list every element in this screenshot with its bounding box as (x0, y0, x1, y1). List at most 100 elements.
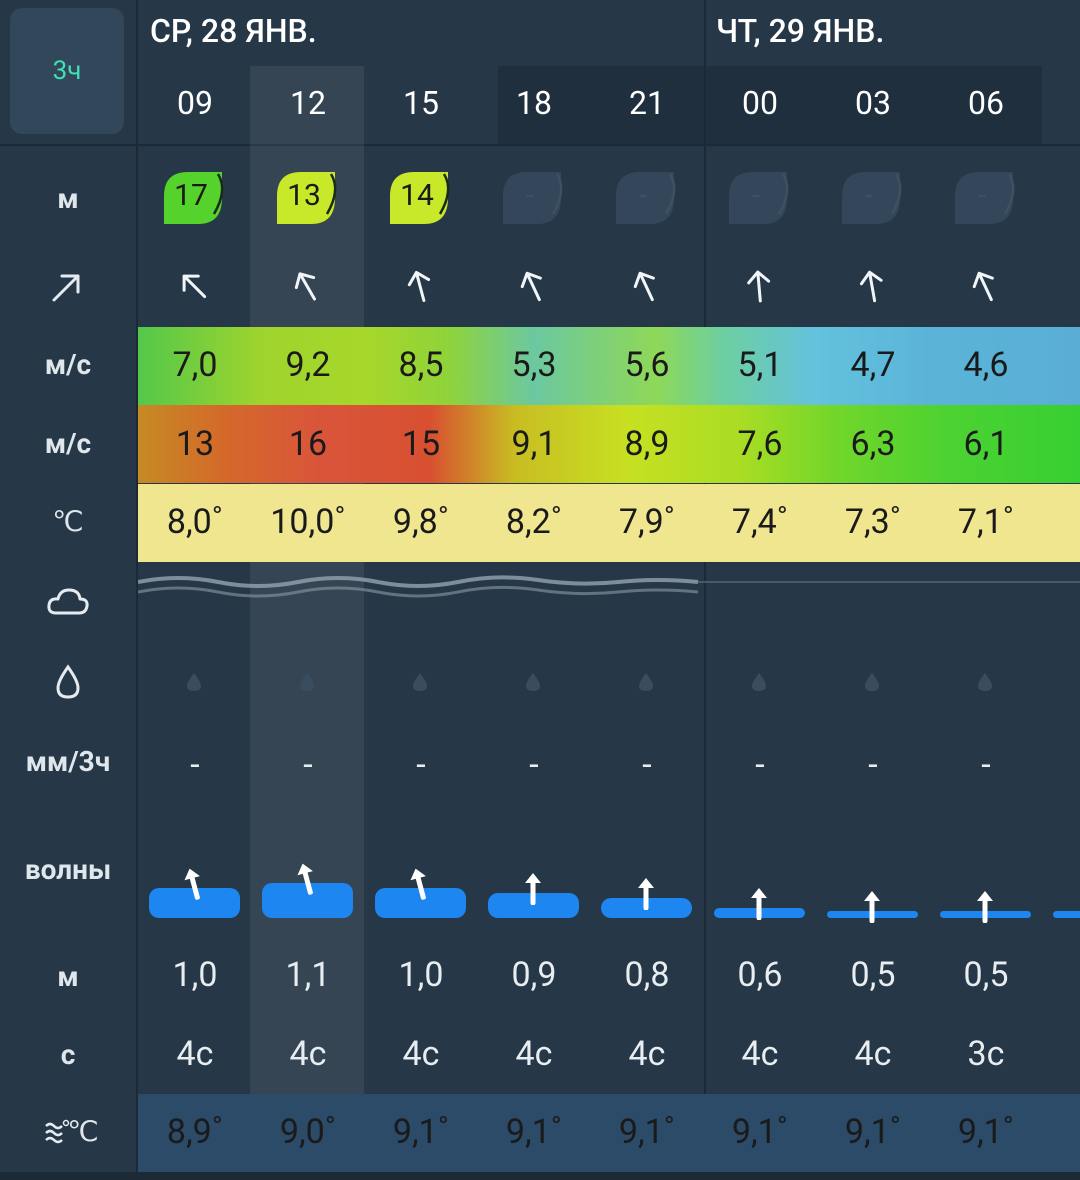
wave-height-value: 0,8 (624, 955, 670, 995)
hour-12[interactable]: 12 (290, 84, 326, 122)
wind-arrow-icon (169, 261, 220, 312)
sidebar-divider (136, 0, 138, 1180)
arrow-northeast-icon (48, 270, 84, 310)
leaf-icon (277, 172, 337, 224)
gust-unit-label: м/с (44, 427, 92, 460)
wave-height-value: 0,6 (737, 955, 783, 995)
water-temp-value: 9,1˚ (731, 1112, 789, 1152)
drop-icon (751, 672, 767, 696)
temperature-value: 8,0˚ (166, 502, 224, 542)
precip-unit-label: мм/3ч (25, 745, 111, 778)
precip-value: - (190, 745, 200, 785)
wave-height-value: 1,0 (398, 955, 444, 995)
wind-arrow-icon (622, 262, 670, 310)
rating-badge: - (836, 166, 908, 234)
wind-speed-value: 7,0 (172, 345, 218, 385)
gust-value: 16 (288, 424, 328, 464)
day-label-wed: СР, 28 ЯНВ. (150, 12, 317, 50)
night-block (706, 66, 1042, 144)
precip-value: - (868, 745, 878, 785)
drop-icon (54, 664, 82, 704)
temp-unit-label: ℃ (52, 505, 84, 538)
wave-direction-arrow-icon (179, 864, 208, 906)
day-label-thu: ЧТ, 29 ЯНВ. (716, 12, 885, 50)
hour-15[interactable]: 15 (403, 84, 439, 122)
wave-direction-arrow-icon (749, 886, 769, 924)
hour-09[interactable]: 09 (177, 84, 213, 122)
hour-06[interactable]: 06 (968, 84, 1004, 122)
wave-period-value: 4с (176, 1034, 214, 1074)
rating-value: - (864, 178, 874, 213)
rating-badge: 14 (384, 166, 456, 234)
wind-arrow-icon (509, 262, 557, 310)
drop-icon (412, 672, 428, 696)
temperature-value: 7,4˚ (731, 502, 789, 542)
temperature-value: 7 (1043, 502, 1080, 542)
temperature-value: 9,8˚ (392, 502, 450, 542)
leaf-icon (164, 172, 224, 224)
wind-speed-unit-label: м/с (44, 348, 92, 381)
wave-period-value: 4с (515, 1034, 553, 1074)
wave-height-value: 1,1 (285, 955, 331, 995)
water-temp-value: 9,1˚ (844, 1112, 902, 1152)
wind-speed-value: 5,1 (737, 345, 783, 385)
precip-value: - (303, 745, 313, 785)
wave-direction-arrow-icon (523, 871, 543, 909)
rating-value: - (977, 178, 987, 213)
wave-height-unit-label: м (57, 960, 79, 993)
water-temp-value: 9,1˚ (392, 1112, 450, 1152)
wave-direction-arrow-icon (636, 876, 656, 914)
rating-badge: 17 (158, 166, 230, 234)
rating-badge: - (723, 166, 795, 234)
water-temp-value: 9,1˚ (505, 1112, 563, 1152)
wind-arrow-icon (282, 261, 331, 310)
water-temp-value: 9,0˚ (279, 1112, 337, 1152)
water-temp-icon (44, 1118, 70, 1150)
rating-badge: 13 (271, 166, 343, 234)
wind-speed-band (138, 327, 1080, 405)
wave-direction-arrow-icon (975, 889, 995, 927)
water-temp-value: 9,1˚ (618, 1112, 676, 1152)
wind-speed-value: 4,6 (963, 345, 1009, 385)
gust-value: 9,1 (511, 424, 557, 464)
rating-value: 13 (287, 178, 321, 213)
wind-speed-value: 5,6 (624, 345, 670, 385)
temperature-value: 10,0˚ (270, 502, 346, 542)
gust-value: 6,1 (963, 424, 1009, 464)
rating-value: 14 (400, 178, 434, 213)
wave-direction-arrow-icon (405, 864, 434, 906)
leaf-icon (390, 172, 450, 224)
hour-00[interactable]: 00 (742, 84, 778, 122)
rating-value: - (751, 178, 761, 213)
wind-speed-value: 4,7 (850, 345, 896, 385)
waves-label: волны (24, 853, 112, 886)
header-divider (0, 144, 1080, 146)
wave-period-value: 4с (289, 1034, 327, 1074)
leaf-icon (729, 172, 789, 224)
gust-value: 8,9 (624, 424, 670, 464)
hour-18[interactable]: 18 (516, 84, 552, 122)
rating-value: 17 (174, 178, 208, 213)
precip-value: - (529, 745, 539, 785)
temperature-band (138, 484, 1080, 562)
wave-direction-arrow-icon (862, 889, 882, 927)
drop-icon (525, 672, 541, 696)
water-temp-unit-label: ℃ (67, 1115, 99, 1148)
precip-value: - (642, 745, 652, 785)
leaf-icon (616, 172, 676, 224)
leaf-icon (503, 172, 563, 224)
wind-arrow-icon (851, 265, 893, 307)
wave-height-value: 0,9 (511, 955, 557, 995)
wind-arrow-icon (739, 266, 778, 305)
temperature-value: 7,9˚ (618, 502, 676, 542)
period-button[interactable]: 3ч (10, 8, 124, 134)
hour-21[interactable]: 21 (629, 84, 665, 122)
rating-value: - (525, 178, 535, 213)
wind-speed-value: 4 (1043, 345, 1080, 385)
rating-unit-label: м (57, 182, 79, 215)
drop-icon (186, 672, 202, 696)
leaf-icon (955, 172, 1015, 224)
water-temp-value: 8,9˚ (166, 1112, 224, 1152)
hour-03[interactable]: 03 (855, 84, 891, 122)
precip-value: - (981, 745, 991, 785)
